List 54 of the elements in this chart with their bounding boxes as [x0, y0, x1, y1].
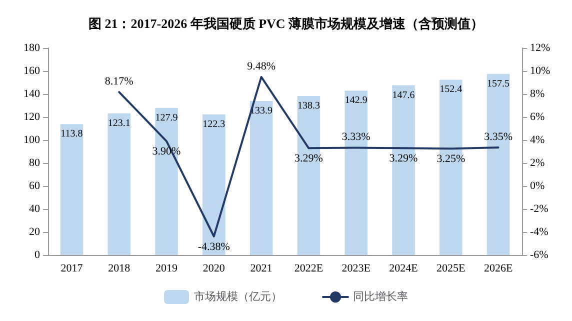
x-tick-label: 2022E — [294, 262, 324, 274]
y2-tick-label: -6% — [530, 249, 548, 261]
data-label: 138.3 — [297, 100, 320, 112]
x-tick-label: 2017 — [60, 262, 84, 274]
y-tick-label: 40 — [29, 203, 40, 215]
data-label: 3.29% — [389, 152, 418, 165]
data-label: 3.35% — [484, 130, 513, 143]
y2-tick-label: 0% — [530, 180, 545, 192]
data-label: -4.38% — [198, 240, 230, 253]
x-tick-label: 2023E — [342, 262, 371, 274]
data-label: 3.25% — [436, 153, 466, 166]
y-tick-label: 20 — [29, 226, 40, 238]
y2-tick-label: 6% — [530, 111, 545, 123]
y-tick-label: 80 — [29, 157, 40, 169]
bar — [250, 101, 273, 255]
data-label: 3.29% — [294, 152, 323, 165]
bar — [60, 124, 84, 255]
data-label: 157.5 — [487, 78, 510, 90]
data-label: 147.6 — [392, 90, 415, 101]
data-label: 152.4 — [440, 84, 462, 96]
y2-tick-label: 12% — [530, 42, 550, 54]
y-tick-label: 160 — [24, 65, 40, 77]
chart-title: 图 21：2017-2026 年我国硬质 PVC 薄膜市场规模及增速（含预测值） — [88, 16, 484, 31]
y2-tick-label: 8% — [530, 88, 545, 100]
x-tick-label: 2024E — [389, 262, 418, 274]
data-label: 3.33% — [342, 131, 370, 144]
data-label: 122.3 — [202, 118, 226, 130]
legend-label: 同比增长率 — [353, 290, 408, 303]
data-label: 127.9 — [155, 112, 178, 124]
x-tick-label: 2019 — [156, 262, 178, 274]
y2-tick-label: 10% — [530, 65, 550, 77]
x-tick-label: 2021 — [250, 262, 272, 274]
data-label: 9.48% — [247, 60, 276, 72]
y2-tick-label: -2% — [530, 203, 548, 215]
data-label: 142.9 — [344, 95, 368, 106]
y2-tick-label: -4% — [530, 226, 548, 238]
y-tick-label: 60 — [29, 180, 40, 192]
data-label: 123.1 — [108, 118, 130, 129]
y-tick-label: 140 — [24, 88, 40, 100]
data-label: 8.17% — [104, 76, 134, 88]
y-tick-label: 0 — [34, 249, 40, 261]
x-tick-label: 2026E — [484, 262, 513, 274]
y2-tick-label: 2% — [530, 157, 545, 169]
bar — [108, 113, 130, 255]
bar — [297, 96, 320, 255]
y-tick-label: 120 — [24, 111, 40, 123]
x-tick-label: 2025E — [436, 262, 466, 274]
y-tick-label: 180 — [24, 42, 40, 54]
y2-tick-label: 4% — [530, 134, 545, 146]
legend-label: 市场规模（亿元） — [194, 290, 282, 303]
data-label: 113.8 — [60, 128, 83, 140]
y-tick-label: 100 — [24, 134, 40, 146]
x-tick-label: 2018 — [108, 262, 131, 274]
x-tick-label: 2020 — [202, 262, 226, 274]
